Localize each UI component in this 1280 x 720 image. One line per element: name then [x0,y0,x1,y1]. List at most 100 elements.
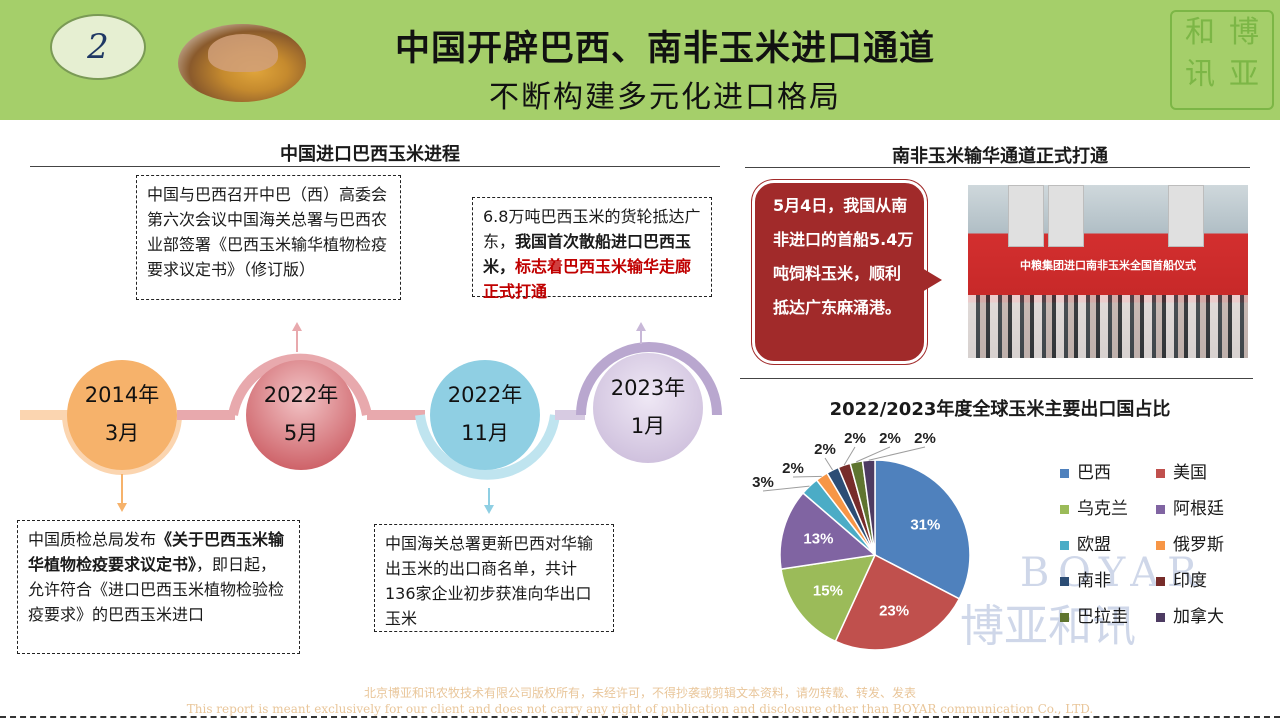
pie-data-label: 3% [752,474,774,491]
band-ring-2023-1 [576,342,722,416]
legend-swatch [1156,504,1165,514]
pie-slice-0 [874,459,971,600]
event-box-2023-1: 6.8万吨巴西玉米的货轮抵达广东，我国首次散船进口巴西玉米，标志着巴西玉米输华走… [472,197,712,301]
footer-rule [0,716,1280,718]
legend-item: 加拿大 [1156,599,1224,635]
timeline-node-2022-5: 2022年 5月 [246,360,356,470]
legend-item: 印度 [1156,563,1207,599]
legend-item: 欧盟 [1060,527,1111,563]
pie-slice-2 [780,554,877,643]
legend-swatch [1156,468,1165,478]
legend-item: 南非 [1060,563,1111,599]
legend-label: 阿根廷 [1173,499,1224,519]
pie-slice-1 [834,553,961,651]
pie-data-label: 2% [814,441,836,458]
timeline-node-2023-1: 2023年 1月 [593,353,703,463]
node-month: 1月 [630,414,666,438]
legend-item: 乌克兰 [1060,491,1128,527]
node-month: 5月 [283,421,319,445]
logo-char: 博 [1229,15,1259,50]
page-subtitle: 不断构建多元化进口格局 [489,80,841,115]
slide-number-badge: 2 [50,14,146,80]
chart-title: 2022/2023年度全球玉米主要出口国占比 [829,399,1171,420]
legend-label: 巴拉圭 [1077,607,1128,627]
event-text-highlight: 标志着巴西玉米输华走廊正式打通 [483,257,692,301]
copyright-notice-cn: 北京博亚和讯农牧技术有限公司版权所有，未经许可，不得抄袭或剪辑文本资料，请勿转载… [363,686,916,700]
timeline-title-rule [30,166,720,167]
event-text-plain: 6.8万吨巴西玉米的货轮抵达广东， [483,207,701,251]
callout-pointer [922,268,942,292]
pie-data-label: 31% [910,516,940,533]
band-ring-2022-5 [228,353,372,416]
pie-data-label: 23% [879,603,909,620]
legend-label: 乌克兰 [1077,499,1128,519]
logo-char: 和 [1185,15,1215,50]
connector-2014 [121,474,123,504]
legend-item: 俄罗斯 [1156,527,1224,563]
event-text-bold: 我国首次散船进口巴西玉米， [483,232,692,276]
pie-data-label: 2% [782,460,804,477]
legend-label: 加拿大 [1173,607,1224,627]
silo-shape [1048,185,1084,247]
node-month: 3月 [104,421,140,445]
legend-swatch [1156,576,1165,586]
legend-label: 俄罗斯 [1173,535,1224,555]
node-year: 2014年 [84,383,160,407]
event-text-plain: ，即日起，允许符合《进口巴西玉米植物检验检疫要求》的巴西玉米进口 [28,555,285,624]
south-africa-callout: 5月4日，我国从南非进口的首船5.4万吨饲料玉米，顺利抵达广东麻涌港。 [752,180,927,364]
pie-leader-line [856,446,891,463]
legend-label: 欧盟 [1077,535,1111,555]
ceremony-photo: 中粮集团进口南非玉米全国首船仪式 [968,185,1248,358]
south-africa-title-rule [745,167,1250,168]
pie-chart: 31% 23% 15% 13% 3% 2% 2% 2% 2% 2% [752,430,971,651]
pie-leader-lines [762,446,926,492]
pie-leader-line [762,485,810,492]
photo-banner-text: 中粮集团进口南非玉米全国首船仪式 [1020,259,1196,272]
event-box-2022-11: 中国海关总署更新巴西对华输出玉米的出口商名单，共计136家企业初步获准向华出口玉… [374,524,614,632]
logo-char: 亚 [1229,57,1259,92]
legend-item: 美国 [1156,455,1207,491]
pie-leader-line [868,446,926,461]
legend-swatch [1060,540,1069,550]
node-month: 11月 [461,421,509,445]
legend-label: 南非 [1077,571,1111,591]
node-year: 2022年 [263,383,339,407]
pie-data-labels: 31% 23% 15% 13% 3% 2% 2% 2% 2% 2% [752,430,940,620]
legend-item: 阿根廷 [1156,491,1224,527]
corn-hands-photo [178,24,306,102]
arrow-down-icon [484,505,494,514]
legend-label: 巴西 [1077,463,1111,483]
timeline-node-2022-11: 2022年 11月 [430,360,540,470]
legend-item: 巴拉圭 [1060,599,1128,635]
event-text-plain: 中国质检总局发布 [28,530,157,549]
arrow-up-icon [292,322,302,331]
boyar-seal-logo: 和博 讯亚 [1170,10,1274,110]
page-title: 中国开辟巴西、南非玉米进口通道 [394,29,935,69]
arrow-up-icon [636,322,646,331]
event-text: 中国海关总署更新巴西对华输出玉米的出口商名单，共计136家企业初步获准向华出口玉… [385,534,594,628]
event-text: 中国与巴西召开中巴（西）高委会第六次会议中国海关总署与巴西农业部签署《巴西玉米输… [147,185,388,279]
pie-slice-3 [779,491,877,570]
legend-swatch [1156,540,1165,550]
node-year: 2022年 [447,383,523,407]
pie-leader-line [824,457,833,471]
boyar-watermark: BOYAR 博亚和讯 [775,550,1205,654]
legend-swatch [1060,576,1069,586]
legend-swatch [1060,612,1069,622]
pie-data-label: 13% [803,531,833,548]
connector-2023-1 [640,330,642,344]
timeline-node-2014-3: 2014年 3月 [67,360,177,470]
pie-data-label: 15% [813,582,843,599]
watermark-chinese: 博亚和讯 [960,601,1136,652]
timeline-section-title: 中国进口巴西玉米进程 [280,144,460,165]
legend-swatch [1060,504,1069,514]
connector-2022-11 [488,488,490,506]
copyright-notice-en: This report is meant exclusively for our… [186,702,1094,716]
watermark-latin: BOYAR [1020,550,1206,596]
connector-2022-5 [296,330,298,352]
silo-shape [1008,185,1044,247]
legend-label: 印度 [1173,571,1207,591]
pie-data-label: 2% [844,430,866,447]
legend-swatch [1060,468,1069,478]
event-text-bold: 《关于巴西玉米输华植物检疫要求议定书》 [28,530,285,574]
